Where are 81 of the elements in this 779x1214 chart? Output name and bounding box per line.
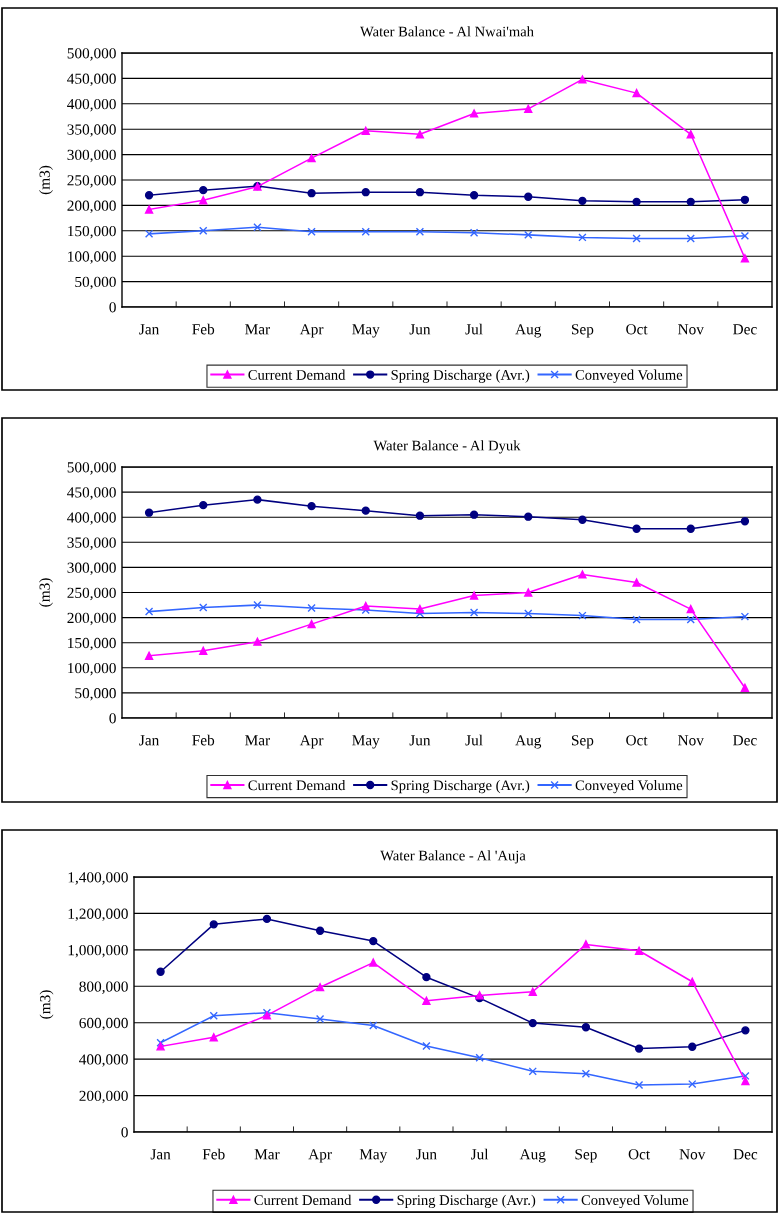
- chart-title: Water Balance - Al 'Auja: [380, 850, 526, 864]
- legend-label: Spring Discharge (Avr.): [397, 1194, 536, 1209]
- x-tick-label: Dec: [733, 735, 757, 746]
- y-tick-label: 100,000: [68, 662, 116, 676]
- y-tick-label: 50,000: [75, 688, 116, 701]
- y-tick-label: 250,000: [67, 587, 116, 601]
- legend-label: Current Demand: [248, 779, 346, 791]
- y-tick-label: 800,000: [79, 981, 128, 994]
- y-axis-title: (m3): [39, 990, 54, 1019]
- y-tick-label: 450,000: [67, 73, 116, 87]
- x-tick-label: Nov: [678, 324, 704, 335]
- x-tick-label: Apr: [299, 324, 324, 338]
- y-tick-label: 500,000: [67, 462, 116, 475]
- x-tick-label: Jan: [139, 735, 160, 746]
- y-tick-label: 50,000: [75, 276, 116, 290]
- x-tick-label: Sep: [575, 1149, 597, 1163]
- y-tick-label: 400,000: [79, 1054, 128, 1067]
- legend-label: Current Demand: [248, 369, 346, 380]
- x-tick-label: Oct: [626, 735, 648, 746]
- y-tick-label: 200,000: [67, 200, 116, 214]
- y-tick-label: 250,000: [67, 175, 116, 188]
- y-tick-label: 150,000: [68, 225, 116, 239]
- y-tick-label: 500,000: [67, 48, 116, 61]
- x-tick-label: Aug: [519, 1149, 546, 1163]
- y-tick-label: 1,200,000: [68, 908, 128, 922]
- x-tick-label: Jun: [409, 735, 431, 746]
- y-tick-label: 600,000: [79, 1017, 128, 1031]
- y-tick-label: 100,000: [68, 251, 116, 264]
- legend-label: Spring Discharge (Avr.): [391, 779, 530, 794]
- y-tick-label: 1,400,000: [68, 872, 128, 885]
- chart-title: Water Balance - Al Nwai'mah: [360, 26, 534, 37]
- x-tick-label: Feb: [192, 323, 215, 335]
- x-tick-label: May: [352, 735, 380, 749]
- y-tick-label: 1,000,000: [68, 945, 128, 958]
- x-tick-label: Jun: [409, 324, 431, 335]
- x-tick-label: Jan: [150, 1149, 171, 1160]
- y-tick-label: 200,000: [79, 1090, 128, 1104]
- x-tick-label: Feb: [192, 734, 215, 746]
- legend-label: Conveyed Volume: [581, 1194, 689, 1209]
- x-tick-label: Jun: [416, 1149, 437, 1160]
- x-tick-label: Feb: [202, 1148, 225, 1160]
- x-tick-label: Jul: [465, 323, 483, 335]
- x-tick-label: Aug: [515, 324, 542, 338]
- x-tick-label: Oct: [628, 1149, 651, 1160]
- x-tick-label: Aug: [515, 735, 542, 749]
- x-tick-label: May: [352, 324, 380, 338]
- x-tick-label: Apr: [299, 735, 324, 749]
- x-tick-label: Apr: [308, 1149, 332, 1163]
- x-tick-label: May: [359, 1149, 388, 1163]
- x-tick-label: Mar: [254, 1149, 280, 1160]
- y-tick-label: 400,000: [67, 512, 116, 525]
- y-tick-label: 400,000: [67, 98, 116, 112]
- y-tick-label: 350,000: [67, 124, 116, 137]
- x-tick-label: Oct: [626, 324, 648, 335]
- y-tick-label: 0: [109, 713, 116, 724]
- x-tick-label: Sep: [571, 735, 594, 749]
- y-tick-label: 200,000: [67, 612, 116, 626]
- y-tick-label: 0: [121, 1127, 128, 1138]
- legend-label: Spring Discharge (Avr.): [391, 369, 530, 383]
- x-tick-label: Jan: [139, 324, 160, 335]
- y-tick-label: 150,000: [68, 637, 116, 651]
- y-tick-label: 300,000: [67, 562, 116, 576]
- x-tick-label: Mar: [245, 324, 271, 335]
- y-axis-title: (m3): [39, 578, 53, 607]
- x-tick-label: Nov: [679, 1149, 706, 1160]
- y-tick-label: 450,000: [67, 487, 116, 500]
- legend-label: Current Demand: [254, 1194, 352, 1206]
- y-tick-label: 350,000: [67, 537, 116, 550]
- x-tick-label: Dec: [733, 1149, 758, 1160]
- x-tick-label: Jul: [465, 734, 483, 746]
- y-axis-title: (m3): [39, 165, 53, 195]
- chart-title: Water Balance - Al Dyuk: [373, 440, 521, 454]
- x-tick-label: Dec: [733, 324, 757, 335]
- x-tick-label: Mar: [245, 735, 271, 746]
- x-tick-label: Jul: [470, 1148, 489, 1160]
- legend-label: Conveyed Volume: [575, 779, 683, 794]
- x-tick-label: Nov: [678, 735, 704, 746]
- legend-label: Conveyed Volume: [575, 369, 683, 383]
- x-tick-label: Sep: [571, 324, 594, 338]
- y-tick-label: 300,000: [67, 149, 116, 163]
- y-tick-label: 0: [109, 302, 116, 313]
